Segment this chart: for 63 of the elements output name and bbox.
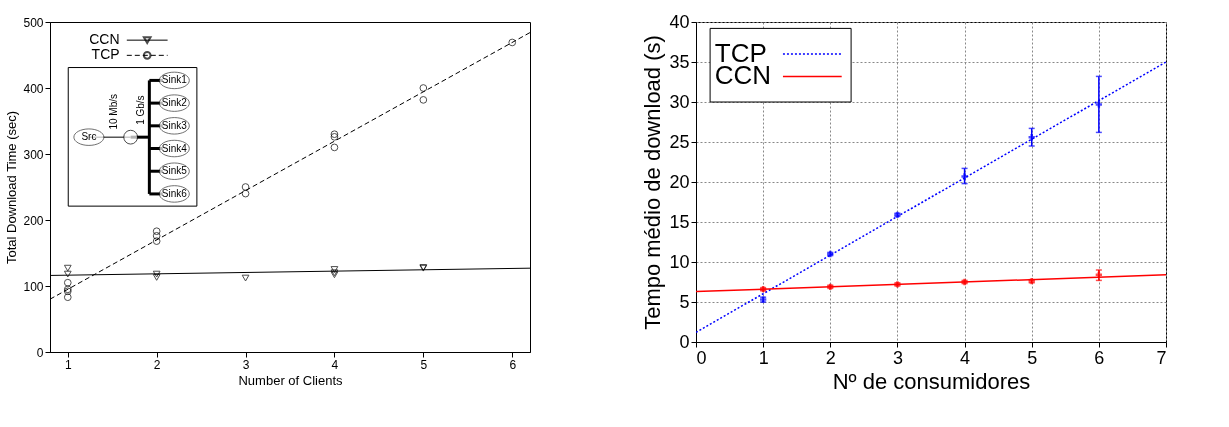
legend-label: CCN	[89, 31, 120, 48]
point	[330, 266, 339, 273]
y-tick-label: 0	[679, 331, 690, 352]
x-tick-label: 2	[825, 347, 836, 368]
point	[241, 189, 250, 198]
point	[152, 231, 161, 240]
annotation: Sink1	[161, 74, 188, 86]
x-tick-label: 3	[892, 347, 903, 368]
y-tick-label: 40	[669, 11, 690, 32]
point	[1028, 134, 1035, 141]
y-axis-title: Tempo médio de download (s)	[640, 35, 666, 330]
x-tick-label: 5	[420, 357, 428, 372]
annotation: Sink5	[161, 165, 188, 177]
x-tick-label: 4	[960, 347, 971, 368]
point	[152, 227, 161, 236]
x-tick-label: 1	[758, 347, 769, 368]
y-tick-label: 25	[669, 131, 690, 152]
y-tick-label: 300	[23, 147, 44, 162]
point	[63, 264, 72, 272]
point	[63, 278, 72, 287]
x-tick-label: 5	[1027, 347, 1038, 368]
annotation: Sink4	[161, 142, 188, 154]
annotation: Sink6	[161, 187, 188, 199]
point	[152, 270, 161, 278]
x-tick-label: 7	[1156, 347, 1167, 368]
point	[961, 173, 968, 180]
y-tick-label: 35	[669, 51, 690, 72]
x-tick-label: 2	[153, 357, 161, 372]
annotation: Src	[81, 131, 97, 143]
y-tick-label: 200	[23, 213, 44, 228]
annotation: 10 Mb/s	[108, 93, 120, 130]
x-tick-label: 3	[242, 357, 250, 372]
x-axis-title: Nº de consumidores	[832, 368, 1031, 394]
x-tick-label: 1	[64, 357, 72, 372]
y-tick-label: 5	[679, 291, 690, 312]
point	[330, 143, 339, 152]
y-tick-label: 400	[23, 81, 44, 96]
x-axis-title: Number of Clients	[238, 372, 344, 388]
y-tick-label: 15	[669, 211, 690, 232]
x-tick-label: 6	[509, 357, 517, 372]
y-tick-label: 100	[23, 279, 44, 294]
y-axis-title: Total Download Time (sec)	[4, 110, 20, 265]
point	[241, 183, 250, 191]
annotation: Sink2	[161, 97, 188, 109]
y-tick-label: 30	[669, 91, 690, 112]
annotation: Sink3	[161, 119, 188, 131]
point	[63, 293, 72, 302]
point	[419, 84, 428, 92]
y-tick-label: 10	[669, 251, 690, 272]
point	[241, 274, 250, 282]
point	[152, 274, 161, 281]
point	[508, 38, 517, 47]
x-tick-label: 4	[331, 357, 339, 372]
point	[1095, 101, 1103, 108]
annotation: 1 Gb/s	[135, 95, 147, 125]
x-tick-label: 6	[1094, 347, 1105, 368]
y-tick-label: 20	[669, 171, 690, 192]
legend-label: TCP	[91, 46, 120, 63]
y-tick-label: 500	[23, 15, 44, 30]
point	[419, 96, 428, 104]
point	[63, 270, 72, 278]
point	[152, 237, 161, 245]
x-tick-label: 0	[696, 347, 707, 368]
